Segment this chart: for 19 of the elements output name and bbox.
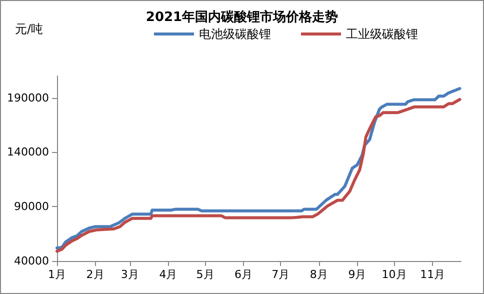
x-tick-label: 8月	[310, 268, 328, 281]
chart-title: 2021年国内碳酸锂市场价格走势	[146, 9, 338, 25]
x-tick-label: 3月	[120, 268, 139, 281]
legend-label: 工业级碳酸锂	[346, 27, 418, 41]
x-tick-label: 5月	[196, 268, 214, 281]
x-tick-label: 10月	[382, 268, 407, 281]
x-tick-label: 1月	[48, 268, 66, 281]
y-tick-label: 40000	[14, 254, 49, 268]
y-tick-label: 190000	[7, 91, 49, 104]
x-tick-label: 4月	[159, 268, 178, 281]
x-tick-label: 11月	[420, 268, 446, 281]
y-tick-label: 140000	[7, 146, 49, 159]
legend-label: 电池级碳酸锂	[199, 27, 271, 41]
y-axis-title: 元/吨	[15, 22, 44, 36]
x-tick-label: 2月	[86, 268, 104, 281]
x-tick-label: 9月	[348, 268, 366, 281]
x-tick-label: 6月	[234, 268, 253, 281]
x-tick-label: 7月	[272, 268, 290, 281]
y-tick-label: 90000	[14, 200, 49, 214]
